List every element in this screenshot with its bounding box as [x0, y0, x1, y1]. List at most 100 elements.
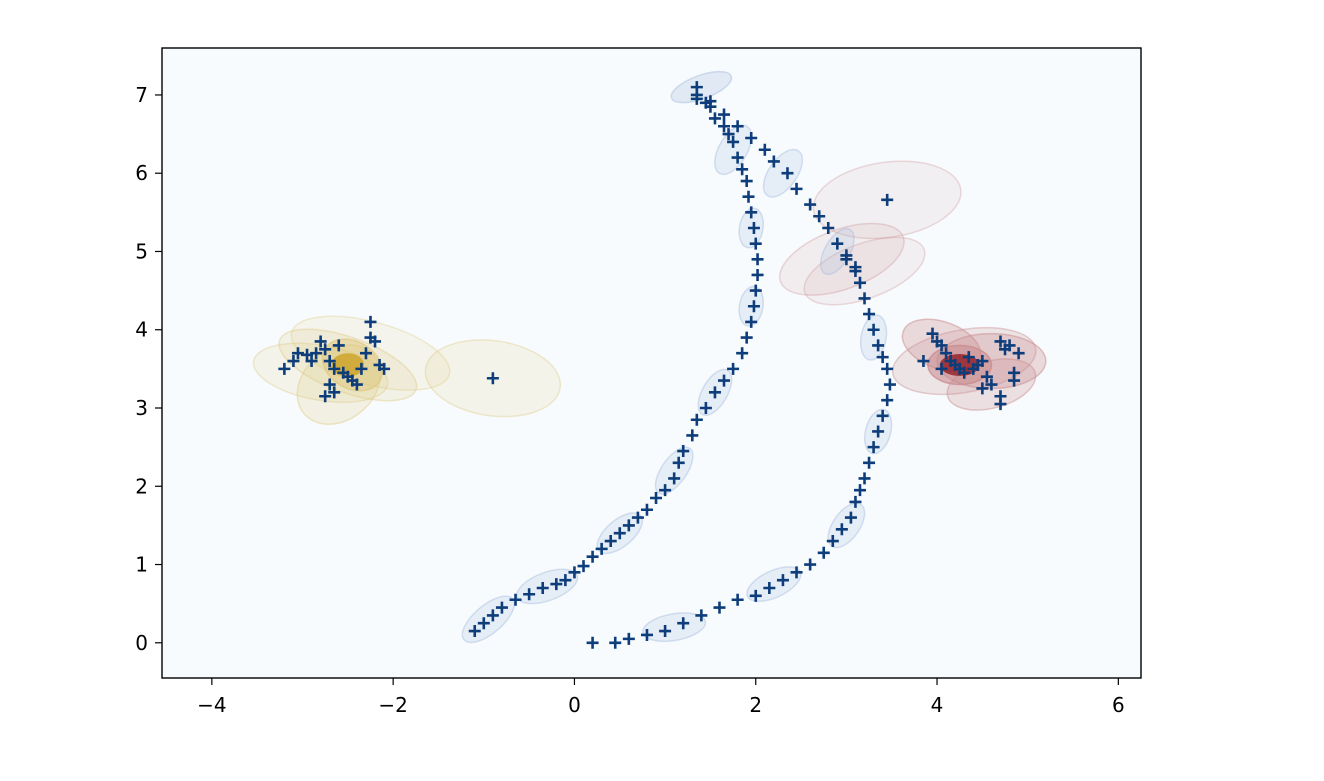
cluster-2-point-46 — [509, 593, 522, 606]
x-tick-label-4: 4 — [931, 693, 944, 717]
y-tick-label-0: 0 — [135, 631, 148, 655]
cluster-2-point-70 — [872, 339, 885, 352]
cluster-2-point-60 — [804, 198, 817, 211]
cluster-2-point-84 — [826, 535, 839, 548]
cluster-0-point-3 — [301, 348, 314, 361]
y-tick-label-3: 3 — [135, 396, 148, 420]
cluster-2-point-72 — [881, 362, 894, 375]
cluster-0-point-6 — [314, 335, 327, 348]
cluster-2-point-16 — [751, 268, 764, 281]
cluster-0-point-18 — [369, 335, 382, 348]
cluster-2-point-75 — [876, 409, 889, 422]
cluster-2-point-77 — [867, 441, 880, 454]
cluster-2-point-19 — [745, 315, 758, 328]
cluster-2-point-50 — [468, 625, 481, 638]
cluster-0-point-15 — [355, 362, 368, 375]
cluster-2-point-33 — [640, 503, 653, 516]
cluster-2-point-27 — [686, 429, 699, 442]
cluster-2-point-51 — [690, 88, 703, 101]
cluster-1-point-4 — [926, 327, 939, 340]
cluster-2-point-98 — [609, 636, 622, 649]
cluster-1-point-0 — [881, 193, 894, 206]
cluster-2-point-40 — [577, 560, 590, 573]
y-axis: 0 1 2 3 4 5 6 7 — [135, 83, 162, 655]
cluster-2-point-88 — [776, 574, 789, 587]
cluster-2-point-94 — [677, 617, 690, 630]
cluster-2-point-41 — [568, 566, 581, 579]
cluster-2-point-35 — [622, 519, 635, 532]
cluster-0-point-2 — [291, 347, 304, 360]
cluster-2-point-38 — [595, 542, 608, 555]
cluster-2-point-26 — [690, 413, 703, 426]
cluster-0-point-19 — [364, 315, 377, 328]
cluster-2-point-99 — [586, 636, 599, 649]
cluster-0-point-0 — [278, 362, 291, 375]
cluster-1-point-12 — [962, 351, 975, 364]
cluster-2-point-62 — [822, 222, 835, 234]
cluster-2-point-78 — [863, 456, 876, 469]
cluster-2-point-43 — [550, 578, 563, 591]
cluster-2-point-63 — [831, 237, 844, 250]
cluster-1-point-11 — [958, 366, 971, 379]
cluster-2-point-32 — [650, 492, 663, 504]
cluster-2-ellipse-10 — [819, 227, 855, 276]
cluster-2-point-90 — [749, 589, 762, 602]
cluster-0-point-24 — [323, 378, 336, 391]
cluster-2-point-85 — [817, 546, 830, 559]
cluster-1-point-23 — [1012, 347, 1025, 360]
cluster-2-point-47 — [495, 601, 508, 614]
cluster-0-point-1 — [287, 355, 300, 368]
x-tick-label-3: 2 — [749, 693, 762, 717]
cluster-2-point-7 — [727, 135, 740, 148]
cluster-2-point-96 — [640, 628, 653, 641]
cluster-0-point-4 — [305, 355, 318, 368]
x-tick-label-5: 6 — [1112, 693, 1125, 717]
cluster-2-point-23 — [718, 374, 731, 387]
plot-frame — [161, 47, 1142, 679]
cluster-2-point-93 — [695, 609, 708, 622]
cluster-2-point-17 — [749, 284, 762, 297]
cluster-0-point-22 — [319, 390, 332, 403]
cluster-1-ellipse-2 — [803, 236, 926, 306]
cluster-2-ellipse-5 — [654, 446, 694, 495]
cluster-2-point-14 — [749, 237, 762, 250]
cluster-2-point-87 — [790, 566, 803, 579]
cluster-0-point-21 — [378, 362, 391, 375]
cluster-2-point-5 — [718, 120, 731, 133]
cluster-0-core — [331, 353, 365, 377]
cluster-2-point-89 — [763, 582, 776, 594]
cluster-2-point-74 — [881, 394, 894, 407]
cluster-2-point-37 — [604, 535, 617, 548]
y-tick-label-2: 2 — [135, 474, 148, 498]
cluster-2-point-79 — [858, 472, 871, 485]
cluster-2-point-95 — [659, 625, 672, 638]
cluster-2-point-44 — [536, 582, 549, 594]
cluster-2-point-97 — [622, 632, 635, 645]
cluster-2-point-91 — [731, 593, 744, 606]
cluster-0-point-25 — [486, 372, 499, 385]
cluster-2-point-81 — [849, 495, 862, 508]
cluster-2-point-9 — [736, 163, 749, 176]
cluster-2-point-31 — [659, 484, 672, 497]
cluster-2-point-66 — [853, 276, 866, 289]
cluster-2-point-4 — [708, 112, 721, 125]
cluster-2-point-30 — [668, 472, 681, 485]
cluster-1-point-27 — [994, 335, 1007, 348]
cluster-2-point-20 — [740, 331, 753, 344]
y-tick-label-1: 1 — [135, 553, 148, 577]
cluster-2-point-11 — [742, 190, 755, 203]
cluster-2-point-76 — [872, 425, 885, 438]
cluster-0-point-8 — [323, 355, 336, 368]
cluster-2-ellipse-11 — [859, 314, 888, 361]
cluster-1-point-15 — [976, 355, 989, 368]
cluster-2-point-58 — [781, 167, 794, 180]
cluster-2-point-71 — [876, 351, 889, 364]
y-tick-label-4: 4 — [135, 318, 148, 342]
cluster-2-point-28 — [677, 445, 690, 458]
cluster-2-point-36 — [613, 527, 626, 540]
x-axis: −4 −2 0 2 4 6 — [197, 678, 1125, 717]
cluster-2-point-34 — [631, 511, 644, 524]
cluster-2-point-69 — [867, 323, 880, 336]
cluster-0-point-16 — [359, 347, 372, 360]
